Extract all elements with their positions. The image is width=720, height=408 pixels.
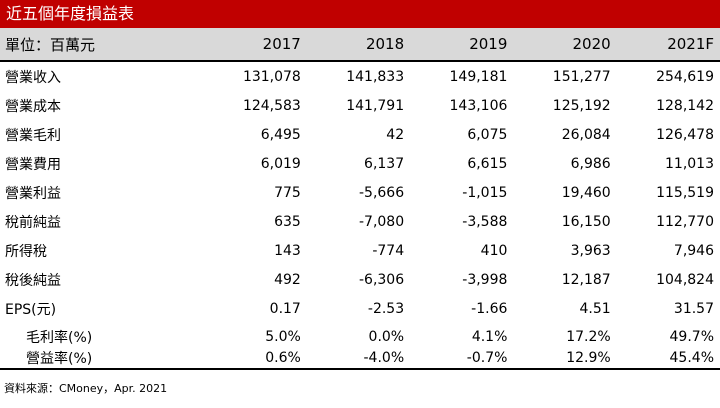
cell-value: 45.4% <box>616 347 720 370</box>
ratio-row: 營益率(%) 0.6% -4.0% -0.7% 12.9% 45.4% <box>0 347 720 370</box>
table-row: 營業毛利 6,495 42 6,075 26,084 126,478 <box>0 120 720 149</box>
year-header: 2019 <box>410 28 514 62</box>
cell-value: 4.1% <box>471 328 508 345</box>
cell-value: -2.53 <box>367 300 405 317</box>
cell-value: 6,986 <box>570 155 611 172</box>
cell-value: 131,078 <box>242 68 301 85</box>
cell-value: 49.7% <box>669 328 714 345</box>
cell-value: -5,666 <box>358 184 405 201</box>
table-row: 稅前純益 635 -7,080 -3,588 16,150 112,770 <box>0 207 720 236</box>
cell-value: 104,824 <box>656 271 714 288</box>
cell-value: 7,946 <box>673 242 714 259</box>
row-label: 營業利益 <box>5 185 61 202</box>
cell-value: 6,495 <box>260 126 301 143</box>
cell-value: -6,306 <box>358 271 405 288</box>
cell-value: 5.0% <box>265 328 301 345</box>
year-header: 2018 <box>306 28 411 62</box>
cell-value: 143,106 <box>449 97 508 114</box>
cell-value: 141,791 <box>346 97 405 114</box>
cell-value: 16,150 <box>561 213 611 230</box>
cell-value: 11,013 <box>665 155 714 172</box>
cell-value: 143 <box>274 242 301 259</box>
row-label: 營業毛利 <box>5 127 61 144</box>
cell-value: 0.6% <box>203 347 307 370</box>
cell-value: -3,998 <box>462 271 508 288</box>
cell-value: 112,770 <box>656 213 714 230</box>
table-row: 營業費用 6,019 6,137 6,615 6,986 11,013 <box>0 149 720 178</box>
cell-value: 31.57 <box>673 300 714 317</box>
year-header: 2020 <box>513 28 617 62</box>
row-label: 營業費用 <box>5 156 61 173</box>
cell-value: 19,460 <box>561 184 611 201</box>
row-label: 稅前純益 <box>5 214 61 231</box>
cell-value: 141,833 <box>346 68 405 85</box>
cell-value: -1.66 <box>471 300 508 317</box>
cell-value: 124,583 <box>242 97 301 114</box>
cell-value: 0.17 <box>269 300 301 317</box>
cell-value: 6,075 <box>467 126 508 143</box>
row-label: 營業成本 <box>5 98 61 115</box>
row-label: 營業收入 <box>5 69 61 86</box>
cell-value: 151,277 <box>552 68 611 85</box>
cell-value: -0.7% <box>410 347 514 370</box>
cell-value: 149,181 <box>449 68 508 85</box>
table-row: 所得稅 143 -774 410 3,963 7,946 <box>0 236 720 265</box>
cell-value: 410 <box>480 242 508 259</box>
cell-value: 6,019 <box>260 155 301 172</box>
source-note: 資料來源：CMoney，Apr. 2021 <box>4 382 168 395</box>
cell-value: -7,080 <box>358 213 405 230</box>
table-row: 營業收入 131,078 141,833 149,181 151,277 254… <box>0 61 720 91</box>
header-row: 單位：百萬元 2017 2018 2019 2020 2021F <box>0 28 720 62</box>
table-row: 營業成本 124,583 141,791 143,106 125,192 128… <box>0 91 720 120</box>
cell-value: -1,015 <box>462 184 508 201</box>
cell-value: 0.0% <box>368 328 405 345</box>
table-row: 稅後純益 492 -6,306 -3,998 12,187 104,824 <box>0 265 720 294</box>
ratio-label: 營益率(%) <box>0 347 204 370</box>
year-header: 2017 <box>203 28 307 62</box>
cell-value: 115,519 <box>656 184 714 201</box>
cell-value: 125,192 <box>552 97 611 114</box>
income-statement-table: 單位：百萬元 2017 2018 2019 2020 2021F 營業收入 13… <box>0 28 720 370</box>
table-title: 近五個年度損益表 <box>0 0 720 28</box>
ratio-label: 毛利率(%) <box>26 329 93 346</box>
ratio-row: 毛利率(%) 5.0% 0.0% 4.1% 17.2% 49.7% <box>0 323 720 347</box>
cell-value: 26,084 <box>561 126 611 143</box>
cell-value: 42 <box>386 126 405 143</box>
unit-label: 單位：百萬元 <box>0 28 204 62</box>
cell-value: 128,142 <box>656 97 714 114</box>
cell-value: 4.51 <box>579 300 611 317</box>
cell-value: 12,187 <box>561 271 611 288</box>
row-label: 所得稅 <box>5 243 47 260</box>
cell-value: 6,137 <box>364 155 405 172</box>
row-label: EPS(元) <box>5 301 57 318</box>
cell-value: 635 <box>274 213 301 230</box>
cell-value: 6,615 <box>467 155 508 172</box>
row-label: 稅後純益 <box>5 272 61 289</box>
cell-value: 775 <box>274 184 301 201</box>
cell-value: 492 <box>274 271 301 288</box>
cell-value: 126,478 <box>656 126 714 143</box>
cell-value: 17.2% <box>566 328 611 345</box>
cell-value: 254,619 <box>656 68 714 85</box>
cell-value: 3,963 <box>570 242 611 259</box>
year-header: 2021F <box>616 28 720 62</box>
cell-value: 12.9% <box>513 347 617 370</box>
cell-value: -4.0% <box>306 347 411 370</box>
cell-value: -774 <box>372 242 405 259</box>
table-row: 營業利益 775 -5,666 -1,015 19,460 115,519 <box>0 178 720 207</box>
cell-value: -3,588 <box>462 213 508 230</box>
table-row: EPS(元) 0.17 -2.53 -1.66 4.51 31.57 <box>0 294 720 323</box>
